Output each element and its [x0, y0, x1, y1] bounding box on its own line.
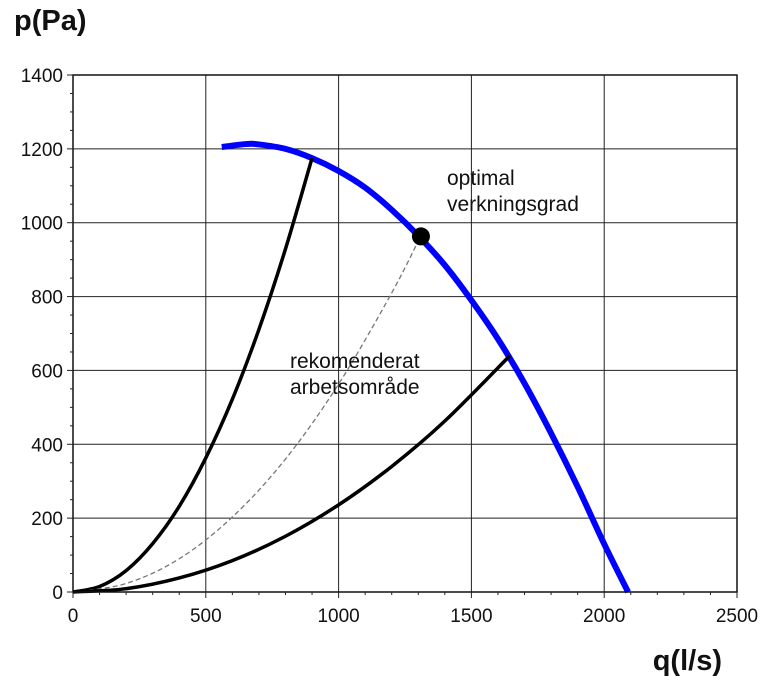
annotation-optimal-line-1: optimal	[447, 167, 515, 190]
annotations: optimal verkningsgrad rekomenderat arbetsom…	[290, 167, 579, 399]
annotation-optimal-line-2: verkningsgrad	[447, 193, 579, 216]
annotation-recommended-line-2: arbetsområde	[290, 376, 420, 399]
x-tick-label: 1000	[317, 606, 359, 627]
y-tick-label: 1000	[21, 214, 63, 235]
x-tick-label: 2000	[583, 606, 625, 627]
minor-ticks	[67, 74, 738, 598]
y-tick-label: 200	[31, 509, 63, 530]
optimal-point	[411, 227, 430, 246]
x-axis-title: q(l/s)	[653, 645, 722, 677]
y-tick-labels: 0 200 400 600 800 1000 1200 1400	[21, 66, 63, 604]
y-tick-label: 400	[31, 435, 63, 456]
y-tick-label: 1200	[21, 140, 63, 161]
optimal-system-curve-line	[72, 235, 422, 593]
x-tick-label: 0	[68, 606, 79, 627]
y-tick-label: 800	[31, 288, 63, 309]
system-curve-line	[72, 354, 512, 594]
y-tick-label: 1400	[21, 66, 63, 87]
x-tick-label: 500	[190, 606, 222, 627]
x-tick-labels: 0 500 1000 1500 2000 2500	[68, 606, 758, 627]
x-tick-label: 1500	[450, 606, 492, 627]
y-tick-label: 600	[31, 361, 63, 382]
system-curve-line	[72, 157, 314, 594]
x-tick-label: 2500	[716, 606, 758, 627]
annotation-recommended-line-1: rekomenderat	[290, 350, 420, 373]
y-axis-title: p(Pa)	[14, 5, 87, 37]
y-tick-label: 0	[52, 583, 63, 604]
point-layer	[411, 227, 430, 246]
